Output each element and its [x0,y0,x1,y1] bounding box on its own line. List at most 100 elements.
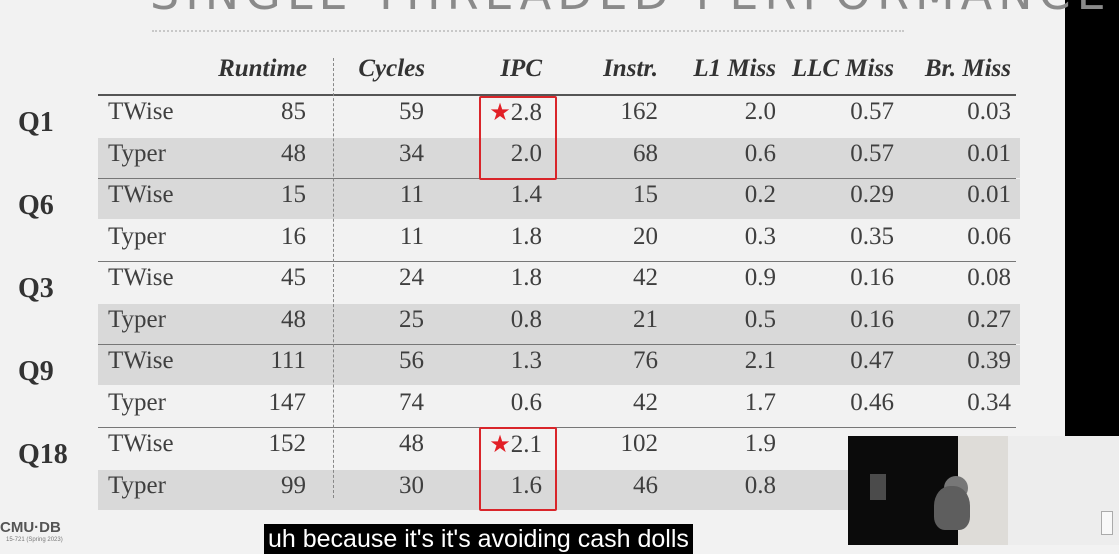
cell-ipc: ★2.8 [480,98,542,127]
cell-l1: 2.1 [744,347,776,374]
cell-system: TWise [108,181,174,208]
cell-br: 0.01 [967,181,1011,208]
ipc-highlight-box-q1 [479,96,557,180]
logo-text: CMU·DB [0,519,61,536]
cell-llc: 0.57 [850,98,894,125]
title-underline [152,30,904,32]
header-br-miss: Br. Miss [924,55,1011,82]
cell-cycles: 11 [399,181,424,208]
row-shading [98,137,1020,178]
header-runtime: Runtime [218,55,307,82]
cell-instr: 42 [633,264,658,291]
header-rule [98,94,1016,96]
row-shading [98,179,1020,219]
group-separator [98,427,1016,428]
header-llc-miss: LLC Miss [791,55,894,82]
cell-llc: 0.35 [850,222,894,250]
cell-llc: 0.16 [850,264,894,291]
cell-system: Typer [108,388,166,416]
ipc-highlight-box-q18 [479,427,557,511]
cell-l1: 0.6 [744,139,776,167]
cell-runtime: 16 [281,222,306,250]
group-separator [98,344,1016,345]
query-label-q9: Q9 [18,356,54,387]
header-instr: Instr. [603,55,658,82]
cell-runtime: 85 [281,98,306,125]
cell-cycles: 11 [399,222,424,250]
video-black-bar [1065,0,1119,436]
cell-instr: 21 [633,305,658,333]
cell-llc: 0.47 [850,347,894,374]
cell-l1: 1.9 [744,430,776,457]
cell-br: 0.03 [967,98,1011,125]
group-separator [98,178,1016,179]
group-separator [98,261,1016,262]
row-shading [98,345,1020,385]
query-label-q6: Q6 [18,190,54,221]
cell-instr: 42 [633,388,658,416]
cell-cycles: 74 [399,388,424,416]
ipc-value: 2.8 [510,99,542,126]
cell-system: TWise [108,98,174,125]
cell-l1: 0.2 [744,181,776,208]
cell-cycles: 25 [399,305,424,333]
cell-system: Typer [108,471,166,499]
cell-l1: 1.7 [744,388,776,416]
cell-runtime: 15 [281,181,306,208]
video-caption: uh because it's it's avoiding cash dolls [264,524,693,554]
slide-title: SINGLE-THREADED PERFORMANCE [150,0,1106,20]
cell-ipc: 1.4 [510,181,542,208]
cell-runtime: 45 [281,264,306,291]
cell-ipc: 2.0 [510,139,542,167]
cell-l1: 0.5 [744,305,776,333]
cell-br: 0.06 [967,222,1011,250]
cell-llc: 0.16 [850,305,894,333]
cell-br: 0.01 [967,139,1011,167]
ipc-value: 2.1 [510,431,542,458]
cell-l1: 2.0 [744,98,776,125]
cell-ipc: 1.8 [510,264,542,291]
cell-l1: 0.8 [744,471,776,499]
cmu-db-logo: CMU·DB 15-721 (Spring 2023) [0,519,63,543]
row-shading [98,303,1020,344]
cell-system: TWise [108,347,174,374]
cell-runtime: 152 [268,430,307,457]
speaker-webcam [848,436,1119,545]
cell-br: 0.39 [967,347,1011,374]
cell-cycles: 48 [399,430,424,457]
cell-instr: 76 [633,347,658,374]
cell-instr: 20 [633,222,658,250]
cell-ipc: 1.3 [510,347,542,374]
query-label-q3: Q3 [18,273,54,304]
cell-system: Typer [108,222,166,250]
cell-runtime: 99 [281,471,306,499]
cell-instr: 46 [633,471,658,499]
cell-cycles: 24 [399,264,424,291]
query-label-q1: Q1 [18,107,54,138]
cell-runtime: 147 [268,388,307,416]
cell-ipc: ★2.1 [480,430,542,459]
logo-subtext: 15-721 (Spring 2023) [6,537,63,543]
cell-instr: 102 [620,430,659,457]
cell-llc: 0.57 [850,139,894,167]
cell-system: Typer [108,139,166,167]
star-icon: ★ [489,100,511,126]
cell-br: 0.08 [967,264,1011,291]
cell-cycles: 59 [399,98,424,125]
cell-runtime: 111 [270,347,306,374]
header-l1-miss: L1 Miss [693,55,776,82]
cell-ipc: 0.6 [510,388,542,416]
cell-system: TWise [108,264,174,291]
cell-l1: 0.3 [744,222,776,250]
cell-system: TWise [108,430,174,457]
cell-cycles: 30 [399,471,424,499]
header-cycles: Cycles [358,55,425,82]
cell-ipc: 1.6 [510,471,542,499]
cell-runtime: 48 [281,139,306,167]
cell-br: 0.27 [967,305,1011,333]
header-ipc: IPC [500,55,542,82]
cell-cycles: 34 [399,139,424,167]
cell-cycles: 56 [399,347,424,374]
cell-runtime: 48 [281,305,306,333]
cell-l1: 0.9 [744,264,776,291]
